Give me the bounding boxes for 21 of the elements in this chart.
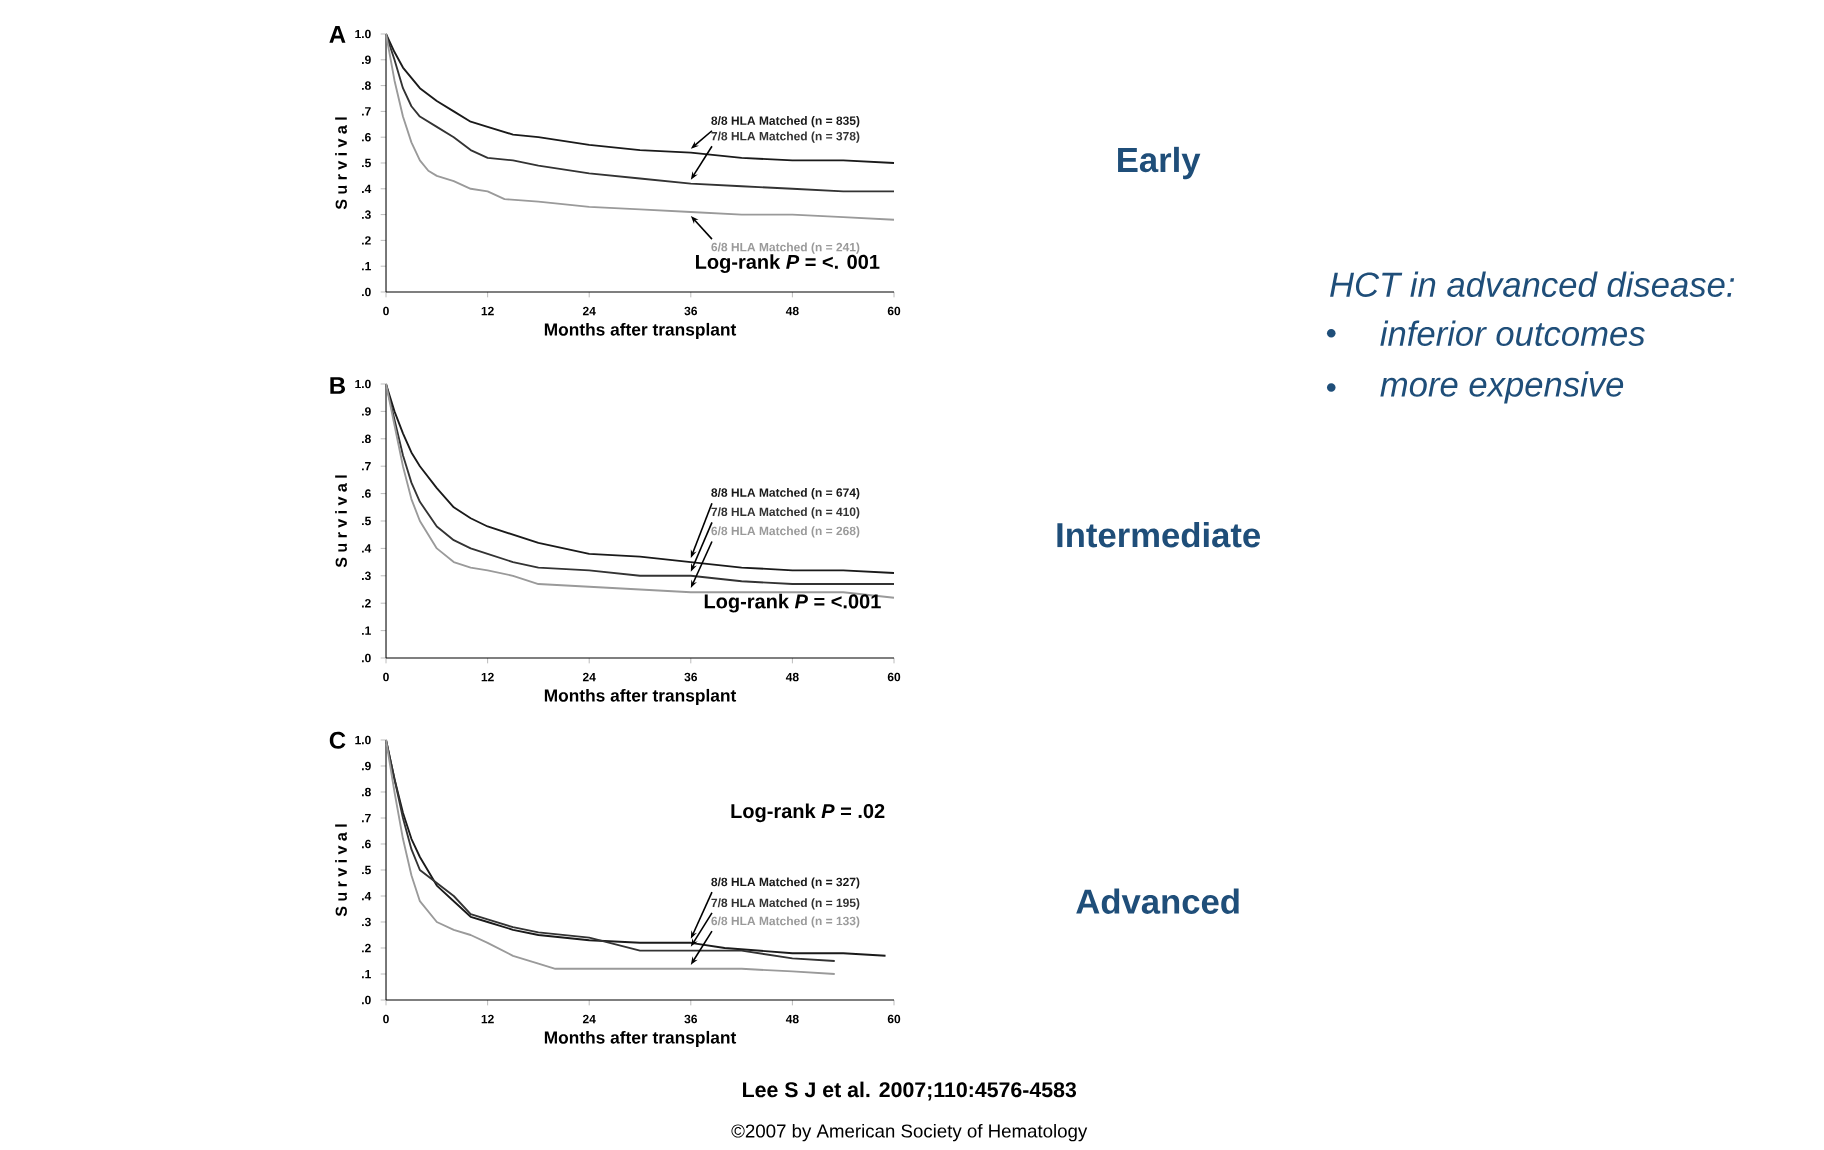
text: HCT in advanced disease:: [1330, 271, 1735, 298]
text: inferior outcomes: [1380, 320, 1645, 346]
text: more expensive: [1380, 371, 1624, 404]
annotation: Log-rank P = <. 001: [696, 254, 880, 273]
x-axis-title: Months after transplant: [544, 1030, 737, 1048]
text: Intermediate: [1057, 521, 1261, 548]
chart-title: C: [329, 731, 346, 749]
chart-title: B: [330, 377, 346, 394]
x-axis-title: Months after transplant: [544, 688, 737, 706]
annotation: Log-rank P = <.001: [704, 593, 881, 613]
y-axis-title: S u r v i v a l: [335, 475, 347, 568]
text: Advanced: [1076, 888, 1239, 914]
annotation: Log-rank P = .02: [731, 803, 885, 823]
x-axis-title: Months after transplant: [544, 322, 737, 340]
y-axis-title: S u r v i v a l: [335, 117, 347, 210]
line-series: [385, 33, 895, 164]
y-axis-title: S u r v i v a l: [335, 824, 347, 917]
text: Early: [1118, 146, 1201, 180]
chart-title: A: [329, 26, 346, 43]
text: Lee S J et al. 2007;110:4576-4583: [743, 1081, 1077, 1101]
text: ©2007 by American Society of Hematology: [731, 1123, 1088, 1142]
